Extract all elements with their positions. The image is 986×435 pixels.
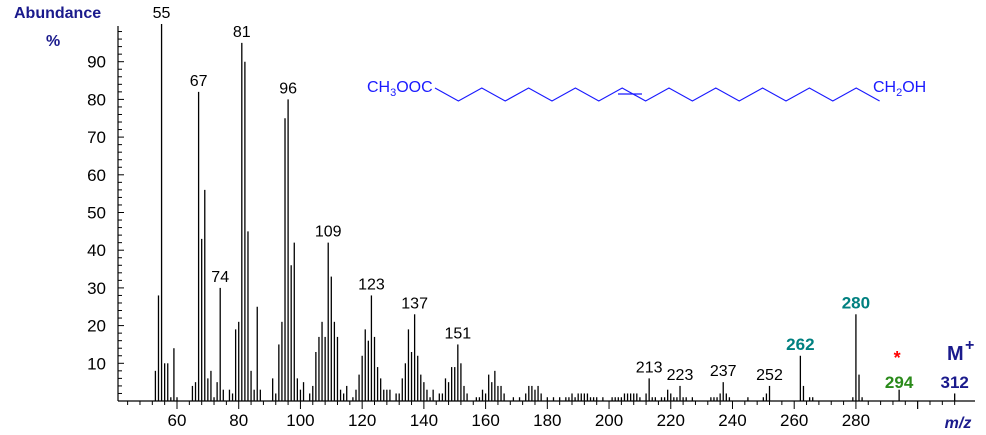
molecular-ion-charge: +: [965, 337, 974, 354]
y-tick-label: 70: [87, 128, 106, 147]
x-axis-label: m/z: [945, 415, 972, 432]
x-tick-label: 140: [410, 411, 438, 430]
y-axis-unit: %: [46, 33, 61, 50]
y-tick-label: 10: [87, 354, 106, 373]
x-tick-label: 100: [286, 411, 314, 430]
y-tick-label: 30: [87, 279, 106, 298]
peak-label: 151: [444, 325, 471, 342]
y-tick-label: 40: [87, 241, 106, 260]
peak-label: 81: [233, 24, 251, 41]
y-axis-label: Abundance: [14, 5, 102, 22]
peak-label: 280: [842, 293, 870, 312]
molecule-left-group: CH3OOC: [367, 79, 433, 100]
peak-label: 294: [885, 373, 914, 392]
x-tick-label: 240: [718, 411, 746, 430]
x-tick-label: 60: [168, 411, 187, 430]
x-tick-label: 200: [595, 411, 623, 430]
x-tick-label: 180: [533, 411, 561, 430]
y-tick-label: 90: [87, 53, 106, 72]
peak-label: 252: [756, 367, 783, 384]
y-tick-label: 80: [87, 90, 106, 109]
peak-label: 55: [153, 5, 171, 22]
x-tick-label: 120: [348, 411, 376, 430]
molecular-ion-label: M: [947, 343, 964, 365]
peak-label: 74: [211, 269, 229, 286]
peak-label: 137: [401, 295, 428, 312]
x-tick-label: 160: [471, 411, 499, 430]
peak-label: 223: [667, 367, 694, 384]
molecule-structure: [434, 87, 880, 102]
peak-label: 96: [279, 80, 297, 97]
peak-label: 262: [786, 335, 814, 354]
x-tick-label: 280: [842, 411, 870, 430]
y-tick-label: 60: [87, 166, 106, 185]
peak-label: 67: [190, 73, 208, 90]
peaks: [154, 24, 956, 401]
y-tick-label: 20: [87, 317, 106, 336]
carbon-chain: [434, 87, 880, 102]
x-tick-label: 220: [657, 411, 685, 430]
star-marker: *: [894, 348, 901, 368]
peak-label: 109: [315, 224, 342, 241]
x-tick-label: 260: [780, 411, 808, 430]
x-tick-label: 80: [229, 411, 248, 430]
peak-label: 237: [710, 363, 737, 380]
peak-label: 213: [636, 359, 663, 376]
molecule-right-group: CH2OH: [873, 79, 927, 100]
y-tick-label: 50: [87, 204, 106, 223]
axes: 10 20 30 40 50 60 70 80 90 60 80 100 120 140 160 180 200…: [87, 26, 975, 432]
peak-label: 312: [940, 373, 968, 392]
peak-label: 123: [358, 276, 385, 293]
